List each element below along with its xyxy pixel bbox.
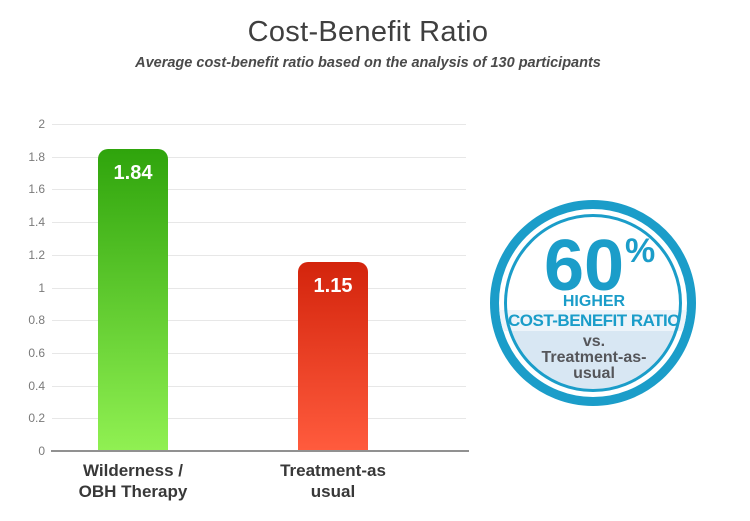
y-tick-label: 1 — [38, 280, 45, 295]
badge-inner-ring — [504, 214, 682, 392]
gridline — [52, 254, 466, 256]
badge-compare-line1: Treatment-as- — [542, 349, 647, 366]
chart-header: Cost-Benefit Ratio Average cost-benefit … — [0, 16, 736, 71]
y-axis: 0 0.2 0.4 0.6 0.8 1 1.2 1.4 1.6 1.8 2 — [0, 117, 45, 458]
y-tick-label: 1.6 — [28, 182, 45, 197]
gridline — [52, 320, 466, 322]
gridline — [52, 222, 466, 224]
y-tick-label: 0.8 — [28, 313, 45, 328]
gridline — [52, 418, 466, 420]
gridline — [52, 156, 466, 158]
gridline — [52, 189, 466, 191]
bar-value-label: 1.84 — [113, 162, 153, 185]
chart-title: Cost-Benefit Ratio — [247, 16, 489, 48]
category-label: Treatment-as usual — [280, 461, 386, 502]
badge-vs-label: vs. — [583, 333, 605, 350]
gridline — [52, 124, 466, 125]
badge-percent-sign: % — [625, 232, 655, 270]
badge-ratio-label: COST-BENEFIT RATIO — [508, 311, 680, 330]
bar-value-label: 1.15 — [313, 274, 353, 297]
gridline — [52, 352, 466, 354]
y-tick-label: 0.6 — [28, 345, 45, 360]
badge-compare-line2: usual — [573, 365, 615, 382]
y-tick-label: 2 — [38, 117, 45, 131]
category-label: Wilderness / OBH Therapy — [78, 461, 188, 502]
comparison-badge-svg: 60 % HIGHER COST-BENEFIT RATIO vs. Treat… — [490, 200, 696, 406]
comparison-badge: 60 % HIGHER COST-BENEFIT RATIO vs. Treat… — [489, 199, 697, 407]
plot-area: 1.84 1.15 — [51, 124, 470, 452]
y-tick-label: 1.2 — [28, 247, 45, 262]
gridline — [52, 385, 466, 387]
y-tick-label: 1.4 — [28, 215, 45, 230]
x-axis: Wilderness / OBH Therapy Treatment-as usu… — [52, 460, 466, 510]
y-tick-label: 0.4 — [28, 378, 45, 393]
y-tick-label: 1.8 — [28, 149, 45, 164]
y-tick-label: 0 — [38, 444, 45, 458]
y-tick-label: 0.2 — [28, 411, 45, 426]
badge-percent-value: 60 — [544, 226, 624, 306]
x-axis-line — [51, 450, 470, 452]
bar-1: 1.84 — [98, 149, 168, 450]
bar-2: 1.15 — [298, 261, 368, 450]
gridline — [52, 287, 466, 289]
badge-ratio-band — [499, 310, 687, 331]
chart-subtitle: Average cost-benefit ratio based on the … — [135, 55, 601, 71]
badge-higher-label: HIGHER — [563, 293, 626, 310]
